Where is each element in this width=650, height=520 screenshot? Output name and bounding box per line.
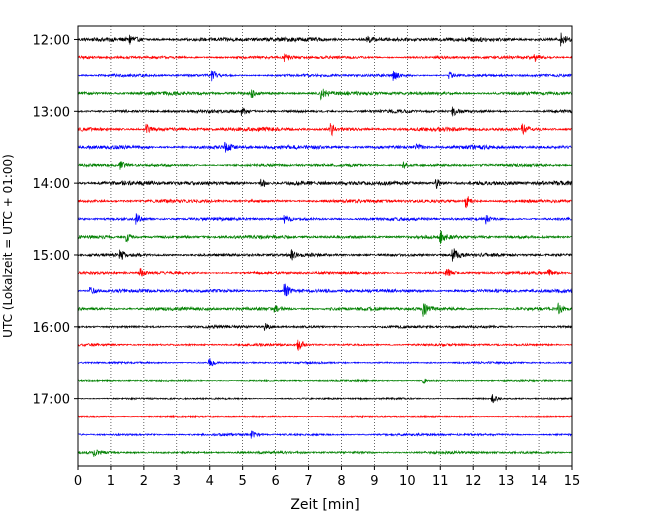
seismic-trace-1315 [77, 123, 573, 137]
x-tick-label: 10 [399, 474, 416, 489]
y-axis-ticks: 12:00 13:00 14:00 15:00 16:00 17:00 [33, 33, 78, 408]
x-tick-label: 9 [370, 474, 378, 489]
seismic-trace-1330 [77, 141, 573, 153]
y-tick-label: 12:00 [33, 33, 70, 48]
seismic-trace-1515 [77, 268, 573, 278]
x-tick-label: 4 [206, 474, 214, 489]
seismic-trace-1630 [77, 358, 573, 367]
x-axis-ticks: 0 1 2 3 4 5 6 7 8 9 10 11 12 13 14 15 [74, 466, 580, 489]
seismic-trace-1645 [77, 378, 573, 384]
seismic-trace-1530 [77, 283, 573, 297]
grid-lines [110, 26, 540, 466]
x-tick-label: 14 [531, 474, 548, 489]
seismic-trace-1230 [77, 70, 573, 82]
y-tick-label: 14:00 [33, 177, 70, 192]
seismic-traces [77, 32, 573, 457]
seismic-trace-1415 [77, 196, 573, 209]
x-tick-label: 5 [239, 474, 247, 489]
x-tick-label: 0 [74, 474, 82, 489]
seismic-trace-1545 [77, 302, 573, 317]
seismic-trace-1245 [77, 88, 573, 101]
y-tick-label: 17:00 [33, 393, 70, 408]
seismic-trace-1730 [77, 430, 573, 439]
seismic-trace-1215 [77, 52, 573, 63]
seismic-trace-1300 [77, 106, 573, 117]
y-tick-label: 16:00 [33, 321, 70, 336]
plot-frame [77, 25, 573, 467]
seismic-trace-1500 [77, 248, 573, 262]
x-tick-label: 15 [564, 474, 581, 489]
plot-background [78, 26, 572, 466]
x-tick-label: 8 [337, 474, 345, 489]
y-axis-label: UTC (Lokalzeit = UTC + 01:00) [1, 154, 15, 338]
x-tick-label: 3 [173, 474, 181, 489]
seismic-trace-1200 [77, 32, 573, 47]
x-tick-label: 7 [304, 474, 312, 489]
x-tick-label: 6 [271, 474, 279, 489]
x-axis-label: Zeit [min] [290, 497, 359, 513]
y-tick-label: 13:00 [33, 105, 70, 120]
x-tick-label: 11 [432, 474, 449, 489]
y-tick-label: 15:00 [33, 249, 70, 264]
x-tick-label: 13 [498, 474, 515, 489]
seismic-trace-1345 [77, 160, 573, 170]
seismic-trace-1745 [77, 449, 573, 457]
seismic-trace-1445 [77, 230, 573, 245]
seismic-trace-1430 [77, 213, 573, 225]
seismic-trace-1615 [77, 339, 573, 351]
seismic-trace-1700 [77, 394, 573, 404]
seismic-trace-1715 [77, 414, 573, 419]
x-tick-label: 1 [107, 474, 115, 489]
x-tick-label: 12 [465, 474, 482, 489]
seismic-trace-1600 [77, 322, 573, 331]
x-tick-label: 2 [140, 474, 148, 489]
seismic-trace-1400 [77, 178, 573, 189]
